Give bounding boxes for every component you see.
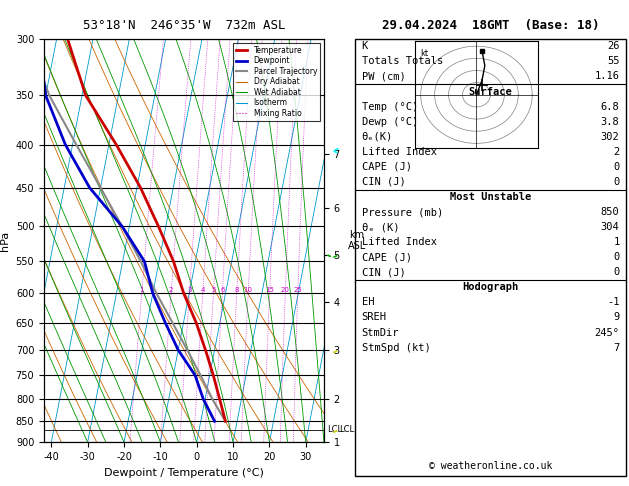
Text: θₑ (K): θₑ (K): [362, 222, 399, 232]
Text: K: K: [362, 41, 368, 52]
Text: SREH: SREH: [362, 312, 387, 323]
Text: 26: 26: [607, 41, 620, 52]
Text: Lifted Index: Lifted Index: [362, 237, 437, 247]
Text: 25: 25: [293, 287, 302, 294]
Text: CIN (J): CIN (J): [362, 177, 406, 187]
Text: StmSpd (kt): StmSpd (kt): [362, 343, 430, 353]
Text: CAPE (J): CAPE (J): [362, 162, 411, 172]
Text: StmDir: StmDir: [362, 328, 399, 338]
Text: 1.16: 1.16: [594, 71, 620, 82]
Text: 7: 7: [613, 343, 620, 353]
Text: PW (cm): PW (cm): [362, 71, 406, 82]
Text: kt: kt: [421, 49, 429, 58]
Text: 10: 10: [243, 287, 253, 294]
Text: Lifted Index: Lifted Index: [362, 147, 437, 157]
Text: CIN (J): CIN (J): [362, 267, 406, 278]
X-axis label: Dewpoint / Temperature (°C): Dewpoint / Temperature (°C): [104, 468, 264, 478]
Text: 304: 304: [601, 222, 620, 232]
Text: 1: 1: [613, 237, 620, 247]
Text: 29.04.2024  18GMT  (Base: 18): 29.04.2024 18GMT (Base: 18): [382, 18, 599, 32]
Text: 0: 0: [613, 162, 620, 172]
Text: 55: 55: [607, 56, 620, 67]
Text: 8: 8: [235, 287, 239, 294]
Text: Temp (°C): Temp (°C): [362, 102, 418, 112]
Text: 6.8: 6.8: [601, 102, 620, 112]
Text: -1: -1: [607, 297, 620, 308]
Text: 6: 6: [220, 287, 225, 294]
Text: 1: 1: [140, 287, 144, 294]
Text: LCL: LCL: [326, 425, 342, 434]
Text: 2: 2: [613, 147, 620, 157]
Y-axis label: km
ASL: km ASL: [347, 230, 365, 251]
Text: 245°: 245°: [594, 328, 620, 338]
Text: 0: 0: [613, 267, 620, 278]
Text: Most Unstable: Most Unstable: [450, 192, 532, 202]
Text: Dewp (°C): Dewp (°C): [362, 117, 418, 127]
Text: 15: 15: [265, 287, 274, 294]
Text: θₑ(K): θₑ(K): [362, 132, 393, 142]
Text: 53°18'N  246°35'W  732m ASL: 53°18'N 246°35'W 732m ASL: [83, 18, 285, 32]
Text: 5: 5: [211, 287, 216, 294]
Text: 9: 9: [613, 312, 620, 323]
Text: 0: 0: [613, 177, 620, 187]
Text: 302: 302: [601, 132, 620, 142]
Text: 2: 2: [169, 287, 174, 294]
Text: CAPE (J): CAPE (J): [362, 252, 411, 262]
Legend: Temperature, Dewpoint, Parcel Trajectory, Dry Adiabat, Wet Adiabat, Isotherm, Mi: Temperature, Dewpoint, Parcel Trajectory…: [233, 43, 320, 121]
Text: Hodograph: Hodograph: [462, 282, 519, 293]
Text: 20: 20: [281, 287, 290, 294]
Text: © weatheronline.co.uk: © weatheronline.co.uk: [429, 461, 552, 471]
Text: 3: 3: [187, 287, 192, 294]
Text: Pressure (mb): Pressure (mb): [362, 207, 443, 217]
Y-axis label: hPa: hPa: [0, 230, 10, 251]
Text: LCL: LCL: [340, 425, 355, 434]
Text: Surface: Surface: [469, 87, 513, 97]
Text: 850: 850: [601, 207, 620, 217]
Text: 4: 4: [201, 287, 205, 294]
Text: Totals Totals: Totals Totals: [362, 56, 443, 67]
Text: EH: EH: [362, 297, 374, 308]
Text: 0: 0: [613, 252, 620, 262]
Text: 3.8: 3.8: [601, 117, 620, 127]
